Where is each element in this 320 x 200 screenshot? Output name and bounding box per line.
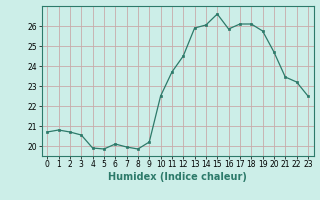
X-axis label: Humidex (Indice chaleur): Humidex (Indice chaleur) — [108, 172, 247, 182]
